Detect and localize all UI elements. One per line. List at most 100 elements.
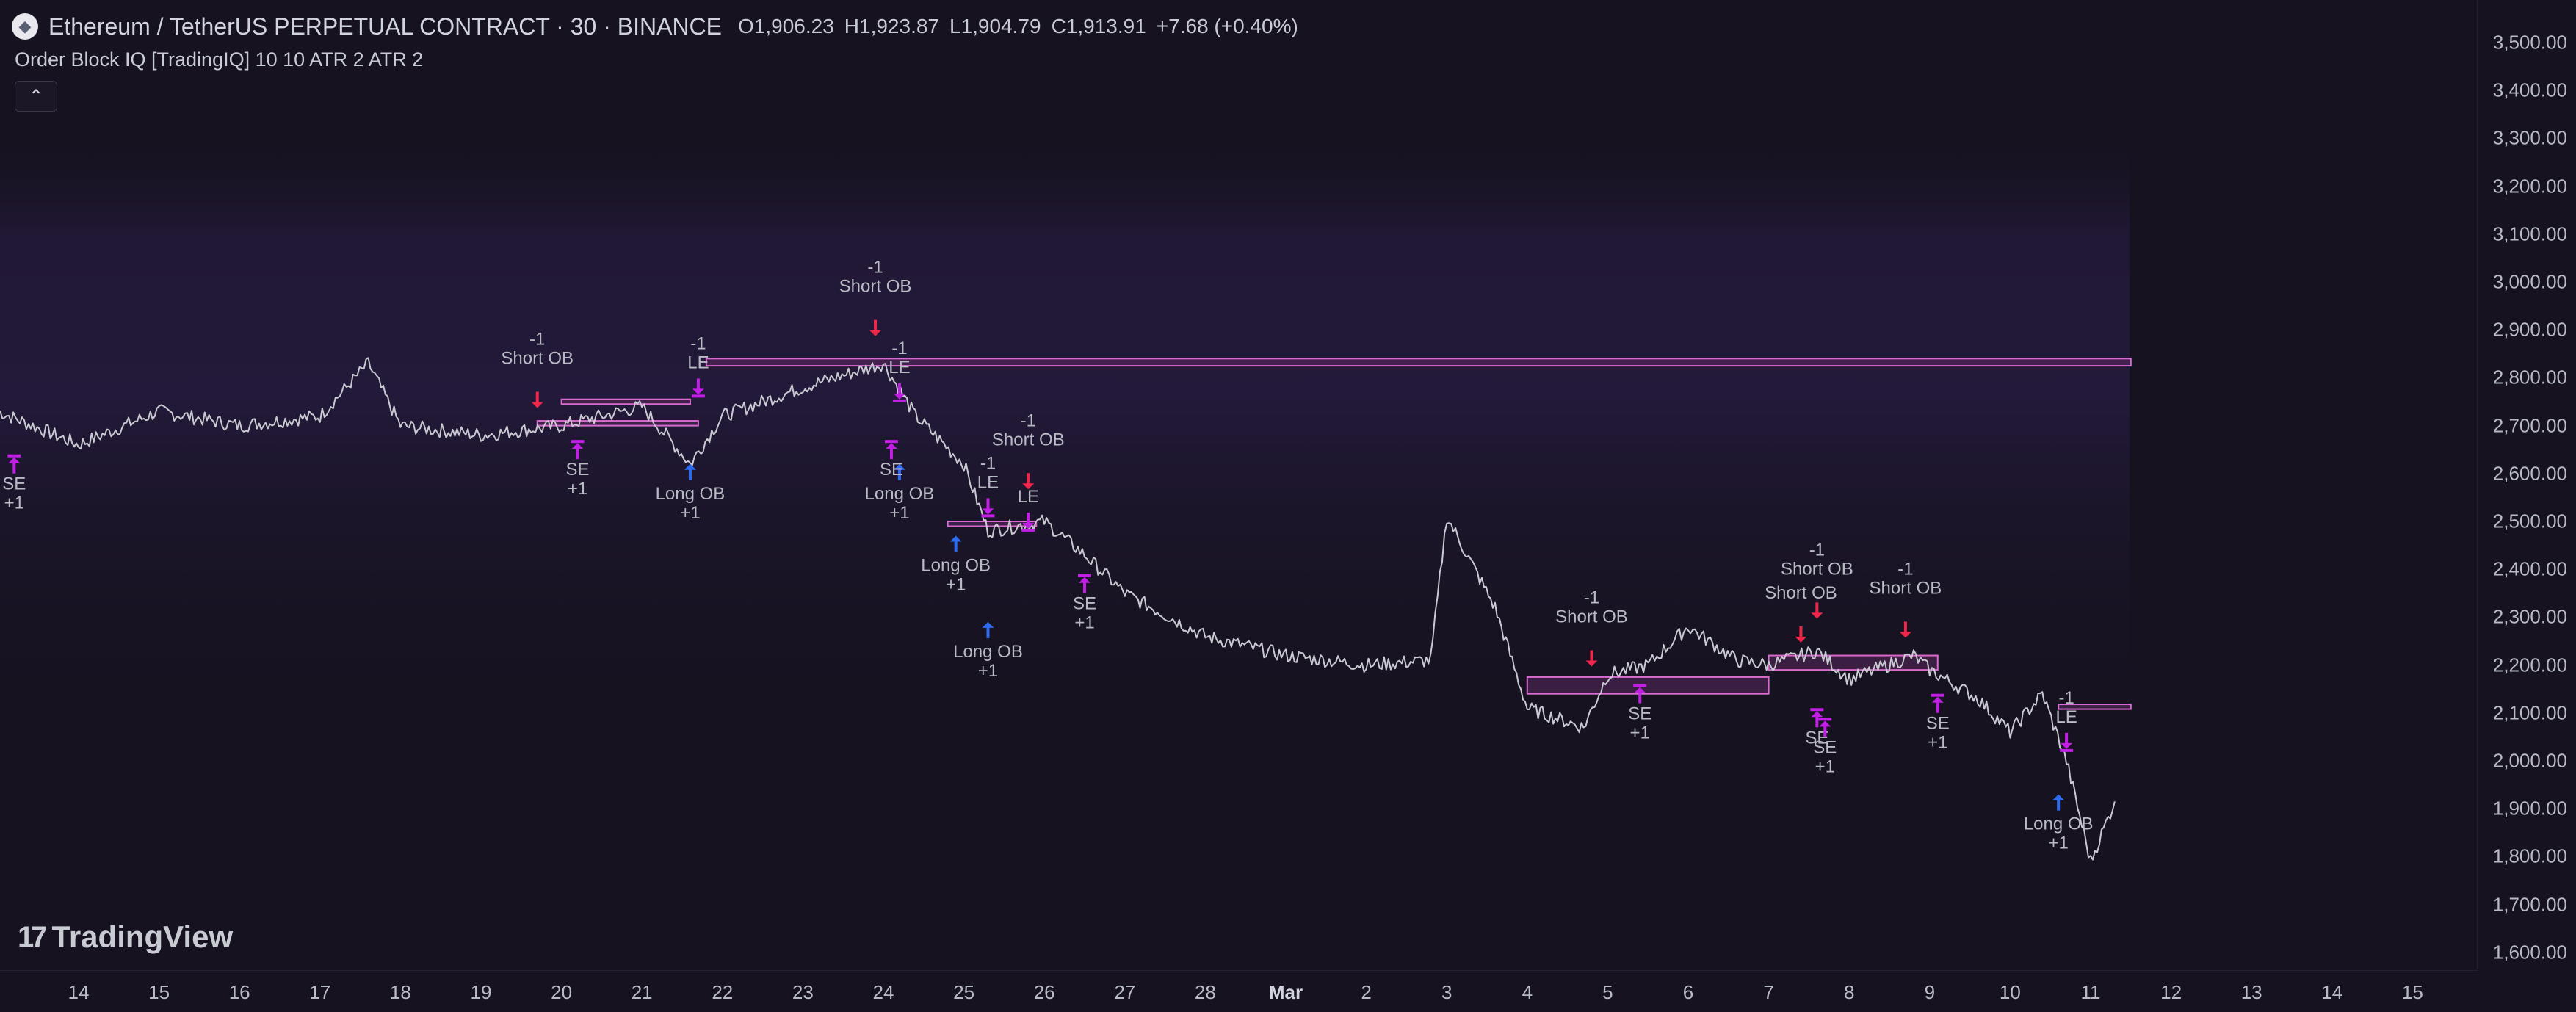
order-block-box xyxy=(947,521,1038,527)
order-block-box xyxy=(2058,704,2132,710)
short-exit-label: +1 xyxy=(1928,733,1947,753)
time-tick-label: 5 xyxy=(1602,981,1613,1003)
price-tick-label: 3,300.00 xyxy=(2492,126,2567,149)
price-tick-label: 1,600.00 xyxy=(2492,941,2567,964)
price-series-line xyxy=(0,357,2116,861)
short-exit-marker xyxy=(1810,708,1824,712)
order-block-box xyxy=(560,398,691,405)
time-tick-label: Mar xyxy=(1268,981,1303,1003)
short-exit-label: SE xyxy=(1926,714,1950,734)
short-exit-label: SE xyxy=(1628,704,1651,724)
time-tick-label: 10 xyxy=(1999,981,2021,1003)
long-exit-label: LE xyxy=(1018,487,1039,507)
long-ob-arrow xyxy=(982,621,994,638)
ethereum-logo-icon: ◆ xyxy=(12,13,38,40)
long-exit-marker xyxy=(691,394,705,398)
order-block-box xyxy=(705,358,2132,367)
long-exit-marker xyxy=(2061,732,2073,749)
short-exit-label: SE xyxy=(1073,594,1096,614)
symbol-title[interactable]: Ethereum / TetherUS PERPETUAL CONTRACT ·… xyxy=(48,12,722,40)
time-tick-label: 20 xyxy=(551,981,573,1003)
price-tick-label: 3,200.00 xyxy=(2492,175,2567,198)
short-ob-label: Short OB xyxy=(992,430,1065,449)
long-exit-label: LE xyxy=(687,353,709,372)
time-tick-label: 24 xyxy=(872,981,894,1003)
short-ob-label: Short OB xyxy=(1870,578,1942,598)
time-tick-label: 8 xyxy=(1843,981,1855,1003)
short-ob-arrow xyxy=(1795,626,1807,643)
time-tick-label: 27 xyxy=(1114,981,1136,1003)
time-tick-label: 12 xyxy=(2160,981,2182,1003)
long-exit-label: LE xyxy=(2055,707,2077,727)
low-value: L1,904.79 xyxy=(949,15,1041,37)
change-value: +7.68 (+0.40%) xyxy=(1156,15,1298,37)
short-ob-label: -1 xyxy=(1897,559,1913,579)
short-exit-marker xyxy=(7,454,21,458)
short-ob-arrow xyxy=(1585,650,1598,667)
time-axis[interactable]: 14 15 16 17 18 19 20 21 22 23 24 25 26 27 28 Mar 2 3 4 5 6 7 8… xyxy=(0,970,2478,1012)
short-ob-label: Short OB xyxy=(839,277,912,297)
short-exit-marker xyxy=(571,440,585,444)
long-ob-label: +1 xyxy=(946,575,966,595)
long-ob-label: +1 xyxy=(978,661,998,681)
time-tick-label: 13 xyxy=(2240,981,2262,1003)
short-exit-marker xyxy=(8,457,21,474)
long-exit-label: -1 xyxy=(891,339,907,358)
short-exit-label: SE xyxy=(880,460,903,480)
watermark-text: TradingView xyxy=(51,919,234,954)
short-exit-marker xyxy=(1819,720,1831,737)
time-tick-label: 6 xyxy=(1682,981,1694,1003)
short-ob-arrow xyxy=(531,391,543,408)
chevron-up-icon: ⌃ xyxy=(28,86,44,106)
price-tick-label: 1,800.00 xyxy=(2492,845,2567,867)
time-tick-label: 23 xyxy=(792,981,814,1003)
short-ob-arrow xyxy=(1811,602,1823,619)
price-tick-label: 2,300.00 xyxy=(2492,605,2567,628)
time-tick-label: 28 xyxy=(1194,981,1216,1003)
long-exit-marker xyxy=(1021,528,1035,532)
price-tick-label: 3,500.00 xyxy=(2492,31,2567,54)
order-block-box xyxy=(1526,676,1770,695)
long-exit-marker xyxy=(981,514,995,518)
long-ob-label: +1 xyxy=(2048,834,2068,853)
long-ob-label: Long OB xyxy=(656,484,726,504)
short-exit-label: SE xyxy=(2,474,26,494)
long-ob-label: +1 xyxy=(889,503,909,523)
order-block-box xyxy=(536,420,699,427)
high-value: H1,923.87 xyxy=(844,15,939,37)
collapse-legend-button[interactable]: ⌃ xyxy=(15,81,57,112)
short-ob-label: -1 xyxy=(529,329,545,349)
price-tick-label: 1,700.00 xyxy=(2492,893,2567,916)
short-ob-label: -1 xyxy=(1021,411,1036,430)
price-axis[interactable]: 3,500.00 3,400.00 3,300.00 3,200.00 3,100.00… xyxy=(2477,0,2576,969)
price-tick-label: 2,100.00 xyxy=(2492,701,2567,724)
time-tick-label: 11 xyxy=(2080,981,2101,1003)
ohlc-readout: O1,906.23 H1,923.87 L1,904.79 C1,913.91 … xyxy=(738,15,1298,38)
price-tick-label: 2,200.00 xyxy=(2492,654,2567,676)
short-ob-label: Short OB xyxy=(1765,583,1837,603)
short-exit-label: SE xyxy=(566,460,590,480)
price-tick-label: 2,800.00 xyxy=(2492,366,2567,388)
long-ob-label: Long OB xyxy=(953,642,1023,662)
long-exit-label: -1 xyxy=(690,333,706,353)
short-ob-label: Short OB xyxy=(1781,559,1853,579)
long-ob-arrow xyxy=(2052,794,2065,811)
long-exit-label: LE xyxy=(889,358,910,377)
price-tick-label: 3,100.00 xyxy=(2492,223,2567,245)
price-layer xyxy=(0,357,2116,861)
time-tick-label: 2 xyxy=(1361,981,1372,1003)
short-ob-label: -1 xyxy=(1809,540,1825,560)
time-tick-label: 17 xyxy=(309,981,331,1003)
indicator-legend[interactable]: Order Block IQ [TradingIQ] 10 10 ATR 2 A… xyxy=(15,48,424,71)
short-exit-label: +1 xyxy=(568,479,587,499)
tradingview-watermark[interactable]: 17 TradingView xyxy=(18,919,233,955)
time-tick-label: 14 xyxy=(68,981,90,1003)
price-tick-label: 2,900.00 xyxy=(2492,318,2567,341)
price-tick-label: 1,900.00 xyxy=(2492,797,2567,820)
short-exit-label: +1 xyxy=(1630,723,1650,743)
short-ob-label: -1 xyxy=(1584,588,1599,608)
short-exit-label: +1 xyxy=(1815,756,1835,776)
